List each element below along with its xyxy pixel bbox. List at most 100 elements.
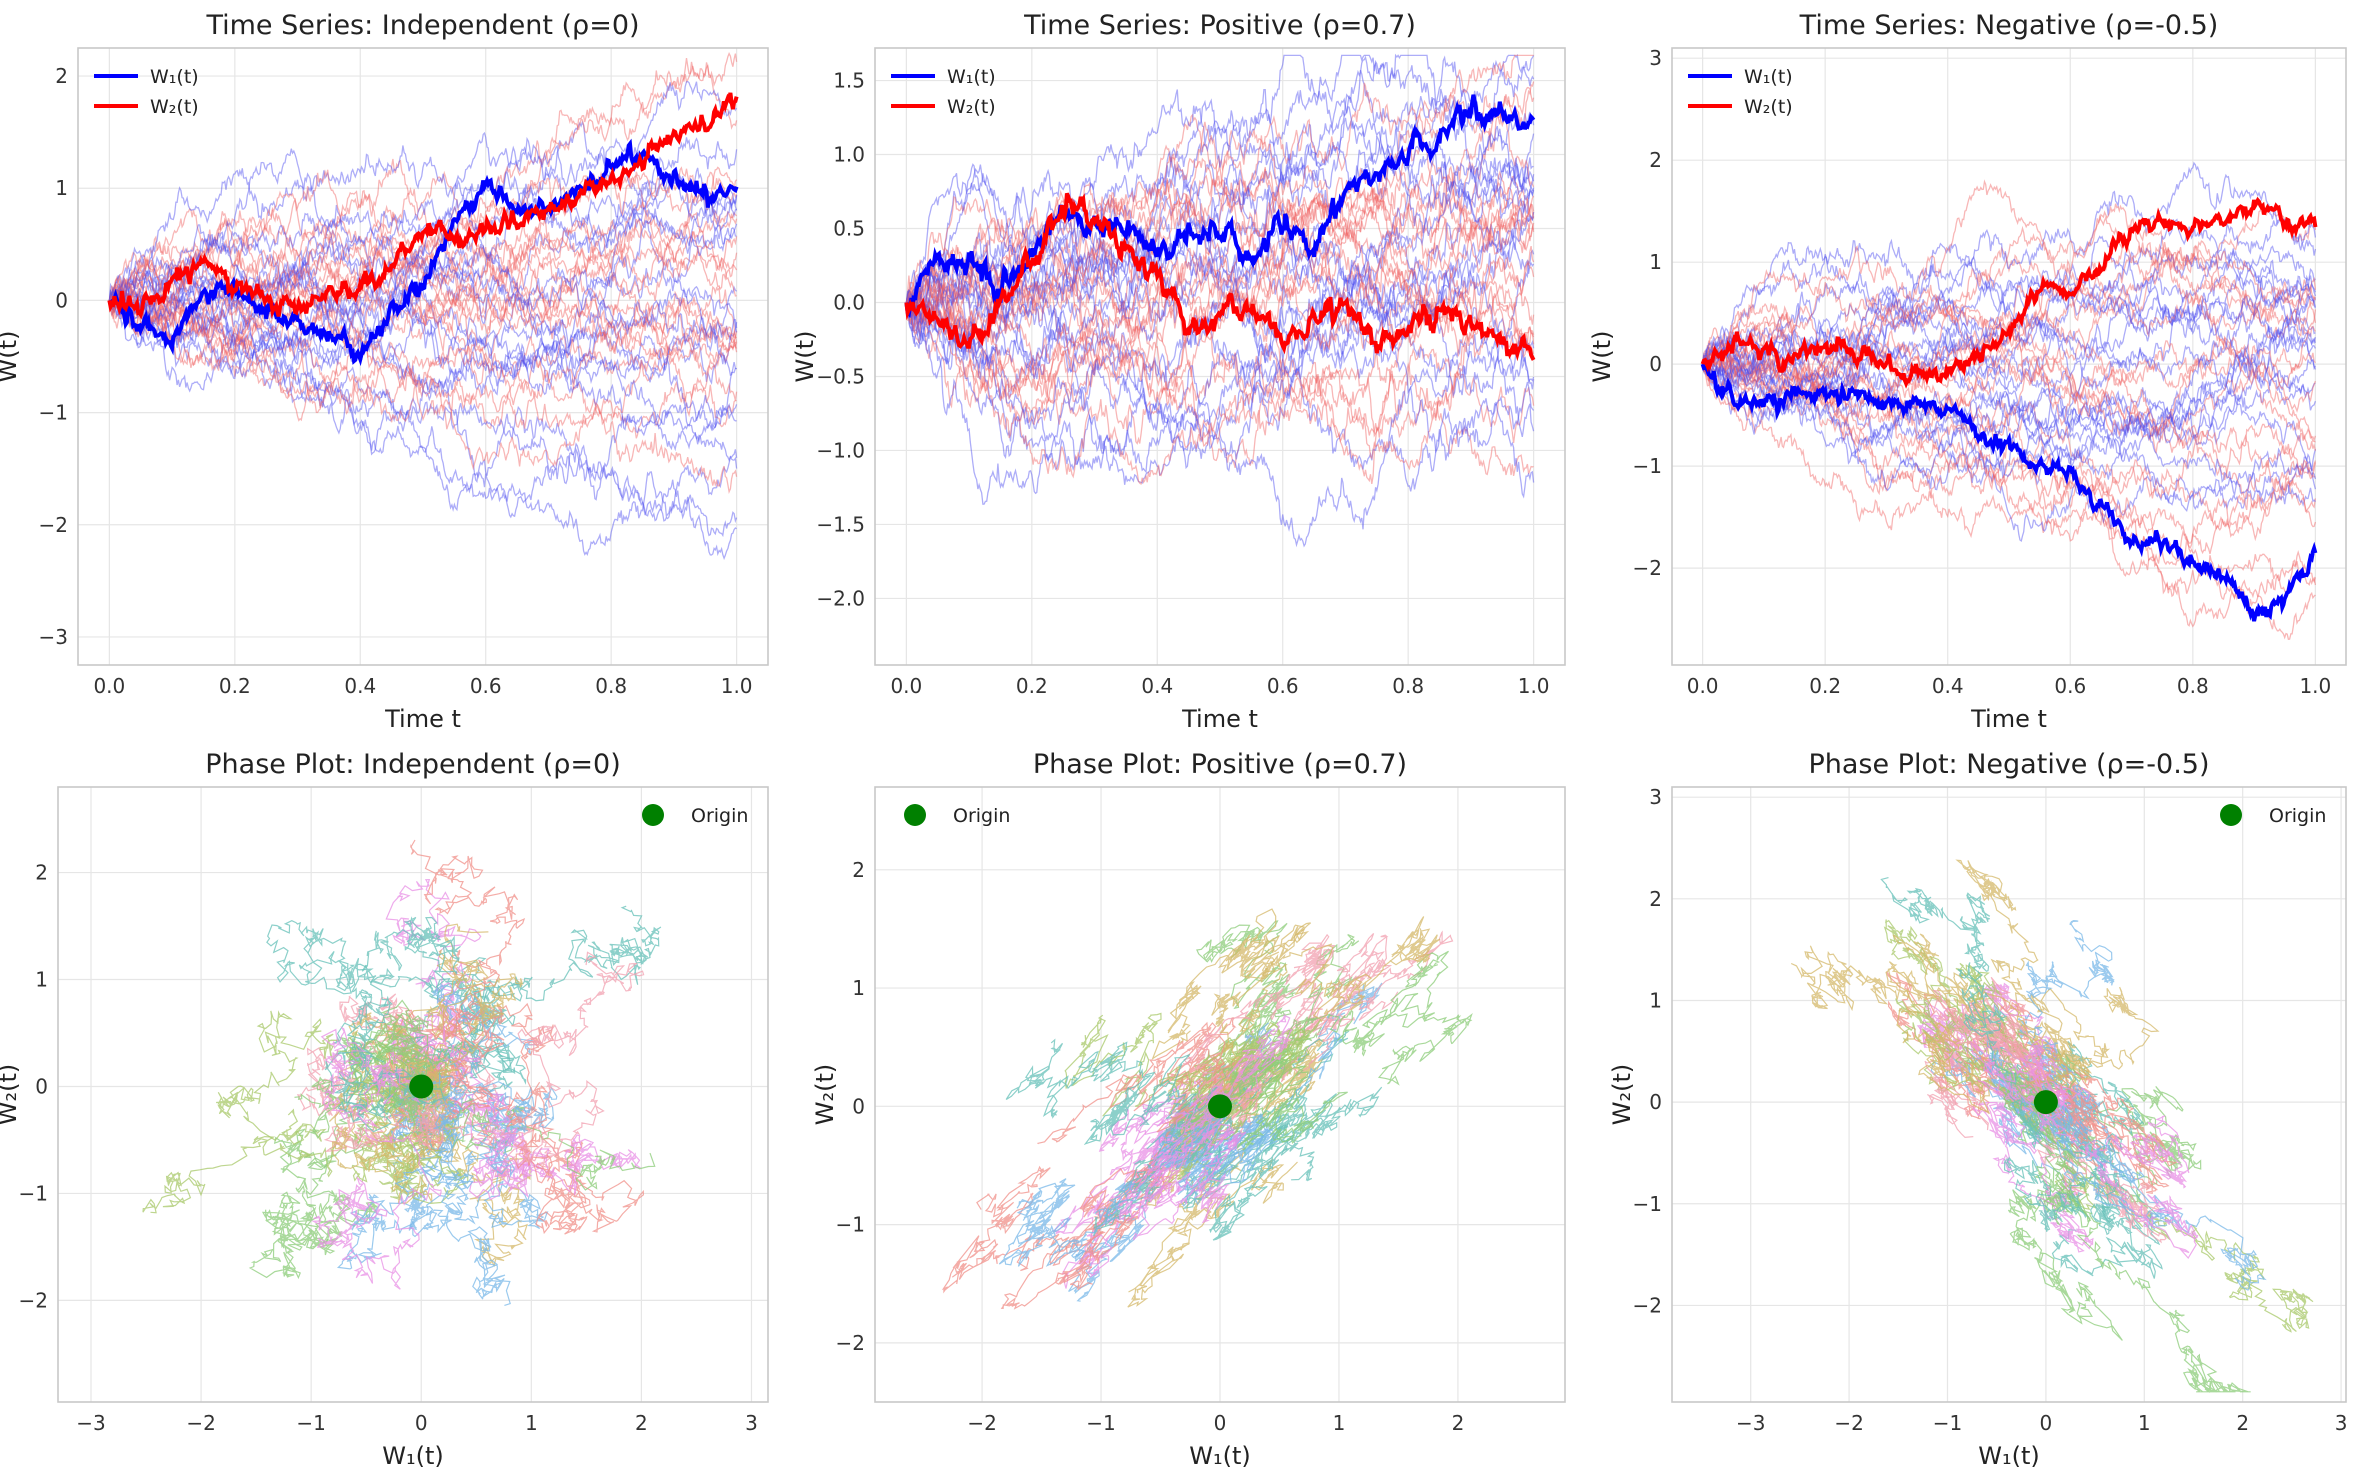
ts-positive-bg-path-16-w1 [905, 172, 1535, 328]
phase-negative-trajectory-17 [1790, 945, 2046, 1126]
ts-negative-bg-path-11-w1 [1702, 330, 2317, 491]
ts-positive-legend-label-0: W₁(t) [947, 66, 996, 88]
ts-positive-bg-path-9-w1 [906, 264, 1535, 442]
ts-negative-plot-area [1672, 48, 2346, 665]
ts-positive-bg-path-18-w1 [905, 97, 1535, 379]
phase-negative-xtick-label-3: 0 [2040, 1411, 2053, 1435]
phase-positive-trajectory-18 [1201, 950, 1473, 1122]
phase-positive-trajectory-27 [1005, 1038, 1221, 1145]
ts-independent-ytick-label-2: −1 [39, 401, 68, 425]
ts-negative-bg-path-10-w1 [1702, 350, 2317, 542]
phase-independent-ytick-label-2: 0 [35, 1074, 48, 1098]
phase-positive-xlabel: W₁(t) [1189, 1442, 1251, 1470]
ts-positive-ytick-label-5: 0.5 [833, 217, 865, 241]
phase-independent-frame [57, 786, 769, 1403]
ts-negative-ytick-label-3: 1 [1649, 250, 1662, 274]
ts-positive-ytick-label-1: −1.5 [816, 512, 865, 536]
phase-positive-trajectory-25 [1206, 916, 1441, 1119]
phase-negative-trajectory-12 [1991, 919, 2115, 1134]
phase-independent-legend-label-0: Origin [691, 805, 748, 827]
ts-negative-xtick-label-0: 0.0 [1687, 674, 1719, 698]
ts-positive-bg-path-15-w2 [905, 245, 1535, 485]
phase-negative-trajectory-25 [1892, 933, 2093, 1111]
ts-independent-bg-path-2-w1 [109, 247, 737, 432]
phase-positive-trajectory-16 [1216, 930, 1454, 1137]
phase-independent-origin-point [409, 1074, 434, 1099]
ts-positive-bg-path-9-w2 [905, 250, 1535, 469]
ts-independent-bg-path-18-w1 [108, 199, 738, 349]
ts-positive-bg-path-8-w2 [905, 300, 1535, 485]
phase-positive-xtick-label-0: −2 [967, 1411, 996, 1435]
phase-negative-title: Phase Plot: Negative (ρ=-0.5) [1808, 749, 2209, 780]
phase-independent-trajectory-15 [142, 1030, 453, 1214]
phase-independent-trajectory-5 [381, 878, 482, 1087]
phase-independent-panel: Origin −3 −2 −1 0 1 2 3 −2 −1 0 1 2 W₁(t) W₂(t) Phase P… [0, 749, 769, 1470]
ts-independent-bg-path-12-w1 [108, 283, 738, 375]
ts-positive-bg-path-6-w2 [906, 132, 1535, 425]
ts-independent-xtick-label-3: 0.6 [470, 674, 502, 698]
ts-positive-bg-path-13-w1 [905, 69, 1535, 316]
ts-independent-bg-path-11-w1 [108, 148, 738, 317]
ts-positive-bg-path-18-w2 [905, 164, 1535, 374]
ts-independent-ytick-label-3: 0 [55, 288, 68, 312]
ts-independent-bg-path-10-w2 [109, 277, 738, 422]
phase-independent-xtick-label-6: 3 [745, 1411, 758, 1435]
ts-positive-xtick-label-4: 0.8 [1392, 674, 1424, 698]
ts-negative-bg-path-0-w2 [1702, 204, 2317, 418]
phase-negative-legend-label-0: Origin [2269, 805, 2326, 827]
phase-positive-panel: Origin −2 −1 0 1 2 −2 −1 0 1 2 W₁(t) W₂(t) Phase Plot… [811, 749, 1566, 1470]
phase-negative-ytick-label-4: 2 [1649, 887, 1662, 911]
phase-independent-xtick-label-1: −2 [186, 1411, 215, 1435]
ts-independent-xtick-label-2: 0.4 [344, 674, 376, 698]
ts-independent-bg-path-10-w1 [108, 264, 737, 428]
ts-positive-ytick-label-2: −1.0 [816, 438, 865, 462]
phase-negative-ytick-label-1: −1 [1633, 1192, 1662, 1216]
ts-independent-bg-path-19-w2 [108, 280, 738, 495]
phase-negative-xtick-label-6: 3 [2335, 1411, 2348, 1435]
phase-independent-ylabel: W₂(t) [0, 1064, 22, 1126]
phase-positive-ytick-label-2: 0 [852, 1094, 865, 1118]
phase-positive-ylabel: W₂(t) [811, 1064, 839, 1126]
phase-independent-xtick-label-5: 2 [635, 1411, 648, 1435]
phase-positive-ytick-label-0: −2 [836, 1331, 865, 1355]
ts-positive-bg-path-14-w1 [905, 249, 1535, 474]
ts-negative-bg-path-10-w2 [1702, 203, 2316, 400]
ts-negative-bg-path-5-w2 [1701, 322, 2317, 443]
phase-negative-frame [1671, 786, 2347, 1403]
ts-independent-ytick-label-4: 1 [55, 176, 68, 200]
ts-positive-bg-path-4-w1 [906, 53, 1535, 337]
phase-positive-series-group [941, 908, 1473, 1310]
ts-independent-bg-path-8-w1 [108, 227, 737, 396]
phase-independent-xtick-label-3: 0 [415, 1411, 428, 1435]
ts-independent-bg-path-0-w2 [108, 256, 738, 414]
phase-independent-title: Phase Plot: Independent (ρ=0) [205, 749, 621, 780]
ts-positive-bg-path-0-w2 [905, 298, 1534, 477]
ts-positive-xtick-label-1: 0.2 [1016, 674, 1048, 698]
ts-negative-title: Time Series: Negative (ρ=-0.5) [1799, 10, 2219, 41]
phase-positive-trajectory-11 [1203, 1029, 1383, 1182]
phase-independent-xtick-label-0: −3 [76, 1411, 105, 1435]
ts-positive-bg-path-12-w1 [905, 298, 1535, 548]
phase-negative-series-group [1790, 859, 2314, 1393]
phase-negative-trajectory-11 [2045, 1085, 2163, 1279]
ts-independent-bg-path-2-w2 [109, 197, 737, 394]
ts-independent-bg-path-15-w2 [108, 277, 738, 471]
ts-independent-bg-path-1-w1 [109, 259, 738, 538]
phase-negative-panel: Origin −3 −2 −1 0 1 2 3 −2 −1 0 1 2 3 W₁(t) W₂(t) Phase … [1608, 749, 2347, 1470]
ts-positive-bg-path-7-w2 [905, 181, 1535, 343]
ts-negative-legend: W₁(t) W₂(t) [1688, 66, 1793, 118]
ts-negative-bg-path-9-w1 [1702, 259, 2316, 435]
ts-independent-bg-path-1-w2 [108, 271, 737, 439]
ts-positive-ytick-label-0: −2.0 [816, 586, 865, 610]
ts-independent-bg-path-3-w2 [109, 211, 738, 349]
phase-independent-xtick-label-4: 1 [525, 1411, 538, 1435]
phase-positive-title: Phase Plot: Positive (ρ=0.7) [1033, 749, 1407, 780]
ts-positive-bg-path-14-w2 [905, 54, 1534, 343]
ts-negative-bg-path-9-w2 [1701, 334, 2316, 454]
phase-independent-trajectory-24 [390, 951, 645, 1166]
ts-positive-bg-path-17-w1 [905, 231, 1535, 499]
ts-negative-legend-label-0: W₁(t) [1744, 66, 1793, 88]
phase-positive-legend-swatch-0 [904, 804, 926, 826]
ts-negative-series-w2 [1700, 196, 2318, 389]
phase-negative-xtick-label-5: 2 [2236, 1411, 2249, 1435]
